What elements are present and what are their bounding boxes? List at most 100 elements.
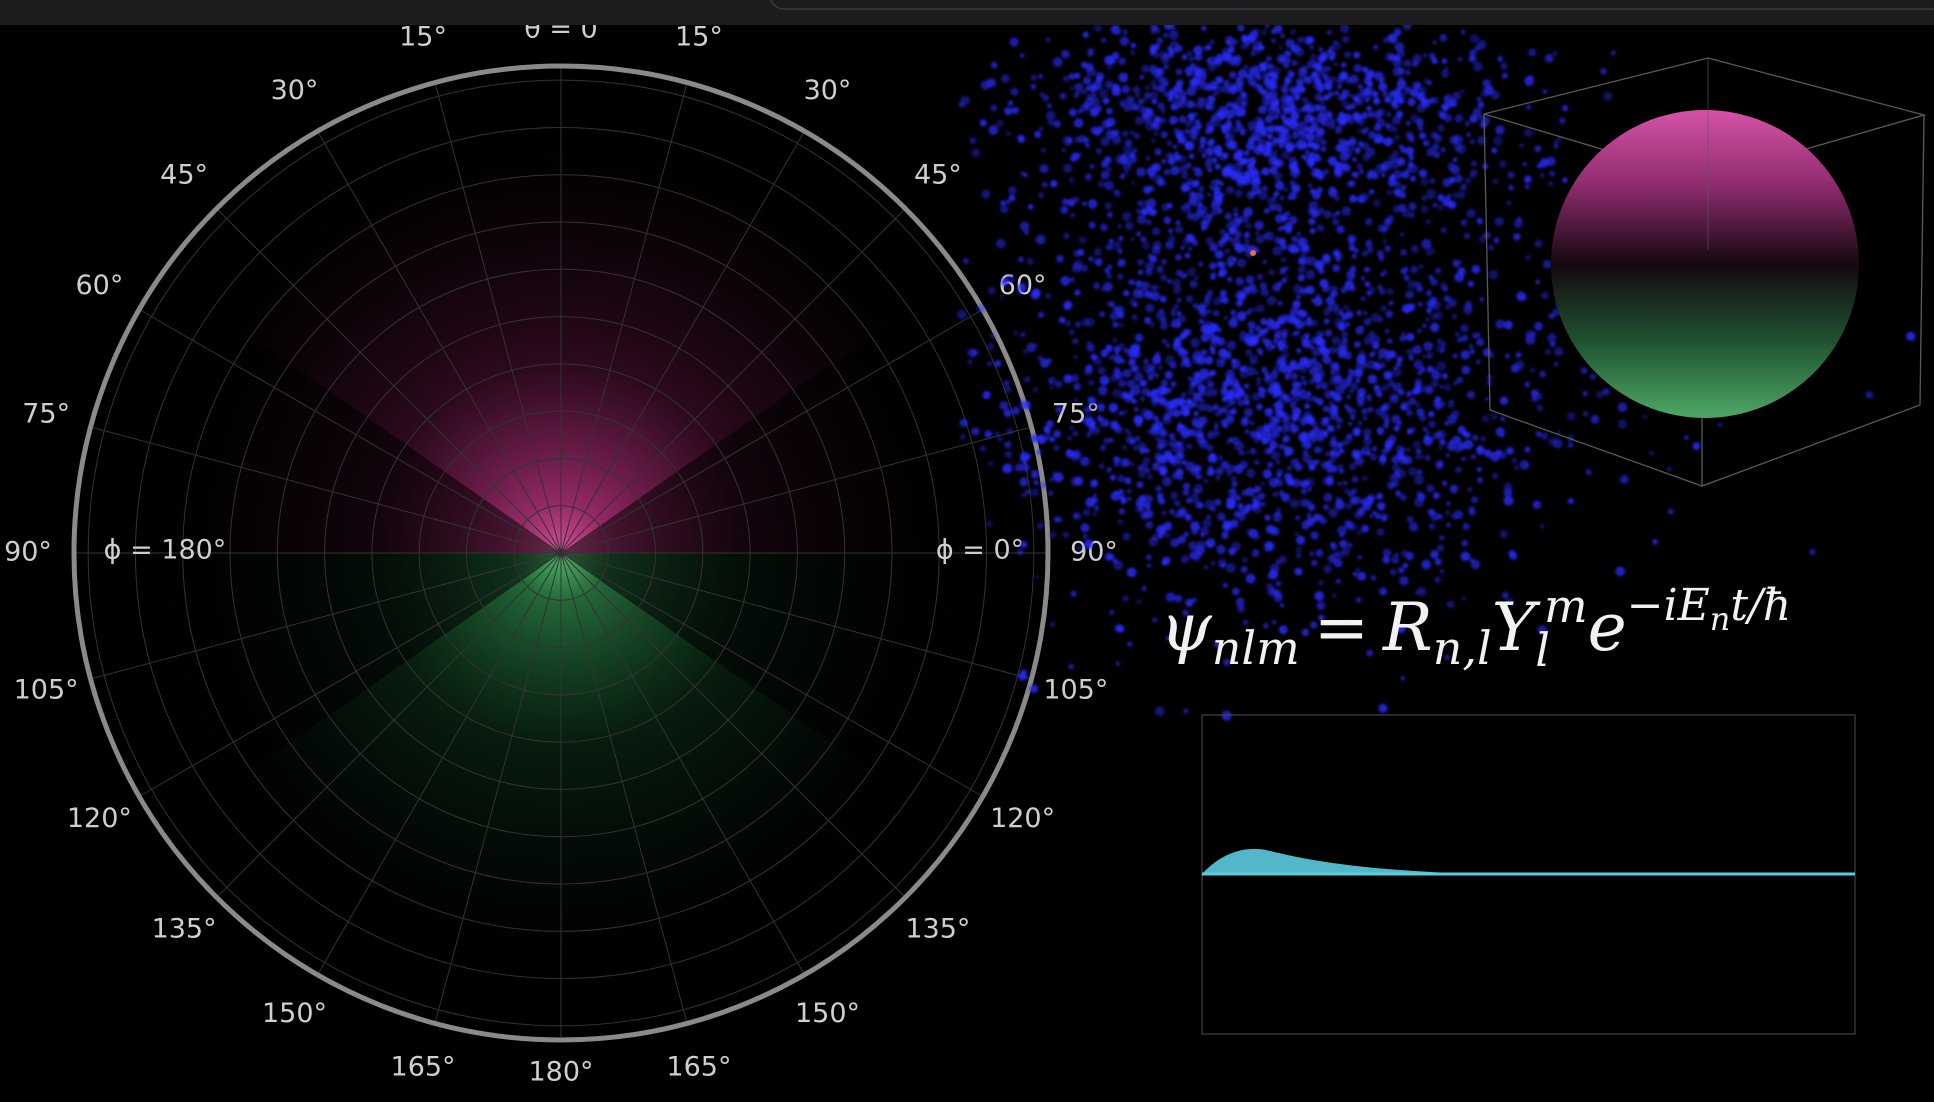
particle <box>1004 450 1013 459</box>
particle <box>1235 96 1243 104</box>
particle <box>1105 243 1113 251</box>
particle <box>1325 477 1334 486</box>
particle <box>1416 91 1426 101</box>
particle <box>1335 395 1343 402</box>
particle <box>1266 295 1277 306</box>
particle <box>1483 348 1492 357</box>
particle <box>1136 481 1144 489</box>
particle <box>1176 310 1182 316</box>
particle <box>1399 494 1407 501</box>
particle <box>1158 50 1167 59</box>
particle <box>1469 55 1477 63</box>
particle <box>1090 479 1099 487</box>
particle <box>1203 403 1211 412</box>
particle <box>1391 115 1402 125</box>
particle <box>1469 558 1475 563</box>
particle <box>1276 460 1281 465</box>
particle <box>1381 172 1386 178</box>
particle <box>1436 361 1447 371</box>
particle <box>1440 147 1446 153</box>
particle <box>1123 103 1132 112</box>
particle <box>980 445 986 452</box>
particle <box>1300 289 1308 296</box>
particle <box>1317 86 1324 93</box>
particle <box>1083 31 1089 37</box>
search-field[interactable] <box>770 0 1934 10</box>
eq-sub: l <box>1535 623 1550 677</box>
particle <box>1445 510 1450 515</box>
particle <box>1073 513 1078 518</box>
particle <box>1542 259 1552 269</box>
particle <box>1149 91 1159 100</box>
particle <box>1216 544 1226 555</box>
particle <box>995 238 1006 249</box>
particle <box>1112 240 1122 251</box>
particle <box>1279 363 1289 374</box>
particle <box>1527 74 1534 81</box>
grid-spoke <box>90 552 562 680</box>
particle <box>1366 172 1373 180</box>
particle <box>1381 448 1388 455</box>
particle <box>1542 89 1548 94</box>
particle <box>1189 493 1200 504</box>
particle <box>1076 545 1082 551</box>
particle <box>1397 381 1402 386</box>
nucleus <box>1250 250 1256 256</box>
particle <box>1314 260 1325 271</box>
particle <box>1198 318 1205 324</box>
particle <box>1373 97 1380 103</box>
particle <box>1080 523 1090 533</box>
particle <box>1155 67 1165 77</box>
particle <box>1316 370 1326 379</box>
box-edge <box>1489 404 1921 487</box>
particle <box>1422 323 1427 329</box>
particle <box>1122 532 1131 541</box>
particle <box>1106 273 1113 279</box>
particle <box>1559 117 1566 124</box>
particle <box>1426 189 1436 200</box>
particle <box>1182 203 1192 214</box>
particle <box>1026 258 1034 265</box>
particle <box>1444 421 1449 426</box>
particle <box>1308 44 1315 51</box>
particle <box>1207 213 1213 219</box>
particle <box>1186 443 1193 450</box>
particle <box>1253 459 1260 466</box>
particle <box>1181 54 1188 61</box>
particle <box>1263 327 1269 334</box>
particle <box>1398 98 1404 105</box>
particle <box>990 333 996 339</box>
particle <box>1218 268 1228 277</box>
particle <box>976 304 986 313</box>
particle <box>1267 63 1274 70</box>
particle <box>1382 548 1392 558</box>
particle <box>1361 501 1368 507</box>
particle <box>1182 488 1190 496</box>
particle <box>1349 103 1356 110</box>
particle <box>1450 513 1458 520</box>
particle <box>1469 169 1478 177</box>
particle <box>1513 232 1521 241</box>
particle <box>1176 79 1184 87</box>
particle <box>1237 502 1244 509</box>
particle <box>1326 305 1331 311</box>
particle <box>1438 445 1443 450</box>
particle <box>1484 396 1489 402</box>
particle <box>1316 601 1326 610</box>
particle <box>1008 186 1017 195</box>
particle <box>1226 352 1231 358</box>
particle <box>1393 188 1402 197</box>
particle <box>1315 337 1325 346</box>
particle <box>1188 541 1198 551</box>
particle <box>1022 349 1028 355</box>
particle <box>1250 575 1255 580</box>
particle <box>1262 185 1268 192</box>
particle <box>1539 172 1545 178</box>
particle <box>1256 144 1265 152</box>
particle <box>1249 79 1257 87</box>
particle <box>1299 129 1307 138</box>
particle <box>1330 542 1336 548</box>
particle <box>1323 432 1329 438</box>
particle <box>1427 80 1432 85</box>
particle <box>1320 146 1327 152</box>
